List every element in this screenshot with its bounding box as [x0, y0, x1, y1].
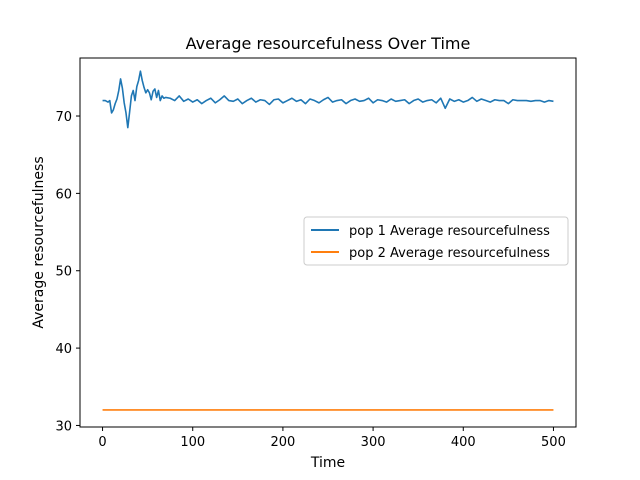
series-layer: [102, 70, 554, 411]
x-tick-label: 200: [270, 435, 295, 450]
x-axis-ticks: 0 100 200 300 400 500: [98, 427, 566, 450]
plot-frame: [79, 57, 577, 428]
legend-label-pop-1: pop 1 Average resourcefulness: [349, 224, 550, 239]
y-axis-label: Average resourcefulness: [31, 156, 47, 328]
series-line-pop-1: [102, 70, 554, 129]
y-tick-label: 50: [55, 265, 72, 280]
x-tick-label: 400: [451, 435, 476, 450]
x-tick-label: 0: [98, 435, 106, 450]
legend-box: [303, 216, 569, 266]
x-axis-label: Time: [310, 455, 345, 471]
x-tick-label: 500: [541, 435, 566, 450]
y-axis-ticks: 30 40 50 60 70: [55, 110, 80, 434]
chart-title: Average resourcefulness Over Time: [186, 34, 471, 53]
y-tick-label: 60: [55, 187, 72, 202]
y-tick-label: 40: [55, 342, 72, 357]
y-tick-label: 70: [55, 110, 72, 125]
x-tick-label: 300: [361, 435, 386, 450]
legend: pop 1 Average resourcefulness pop 2 Aver…: [303, 216, 569, 266]
x-tick-label: 100: [180, 435, 205, 450]
legend-label-pop-2: pop 2 Average resourcefulness: [349, 246, 550, 261]
y-tick-label: 30: [55, 419, 72, 434]
